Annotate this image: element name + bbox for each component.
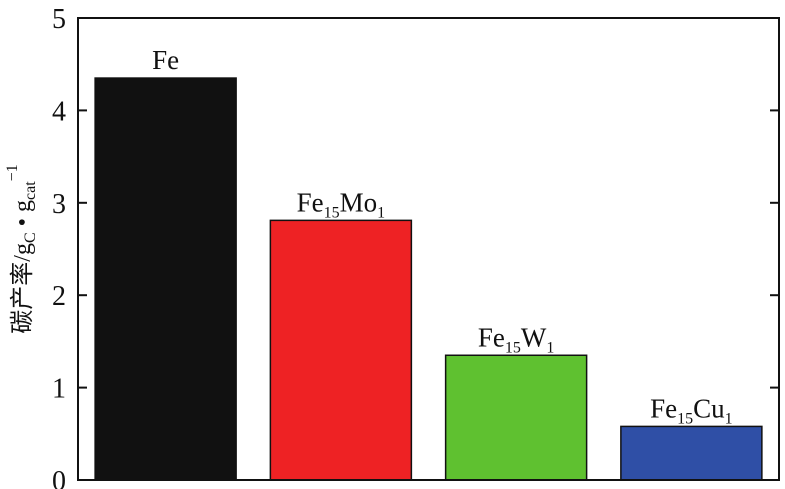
y-tick-label: 4	[52, 96, 66, 127]
y-tick-label: 1	[52, 374, 66, 405]
y-axis: 0 1 2 3 4 5	[52, 4, 779, 489]
bar-labels: Fe Fe15Mo1 Fe15W1 Fe15Cu1	[152, 45, 733, 427]
bars	[94, 77, 763, 481]
bar-label-fe15mo1: Fe15Mo1	[297, 187, 386, 221]
y-tick-label: 3	[52, 189, 66, 220]
bar-label-fe: Fe	[152, 45, 179, 75]
plot-frame	[77, 17, 780, 481]
bar-fe	[94, 77, 237, 481]
bar-label-fe15w1: Fe15W1	[478, 322, 554, 356]
y-tick-label: 0	[52, 466, 66, 489]
bar-label-fe15cu1: Fe15Cu1	[650, 393, 733, 427]
bar-fe15mo1	[269, 219, 413, 481]
bar-fe15cu1	[620, 425, 763, 481]
y-tick-label: 5	[52, 4, 66, 35]
y-tick-label: 2	[52, 281, 66, 312]
bar-fe15w1	[444, 354, 588, 481]
y-axis-label: 碳产率/gC • gcat−1	[4, 164, 39, 333]
